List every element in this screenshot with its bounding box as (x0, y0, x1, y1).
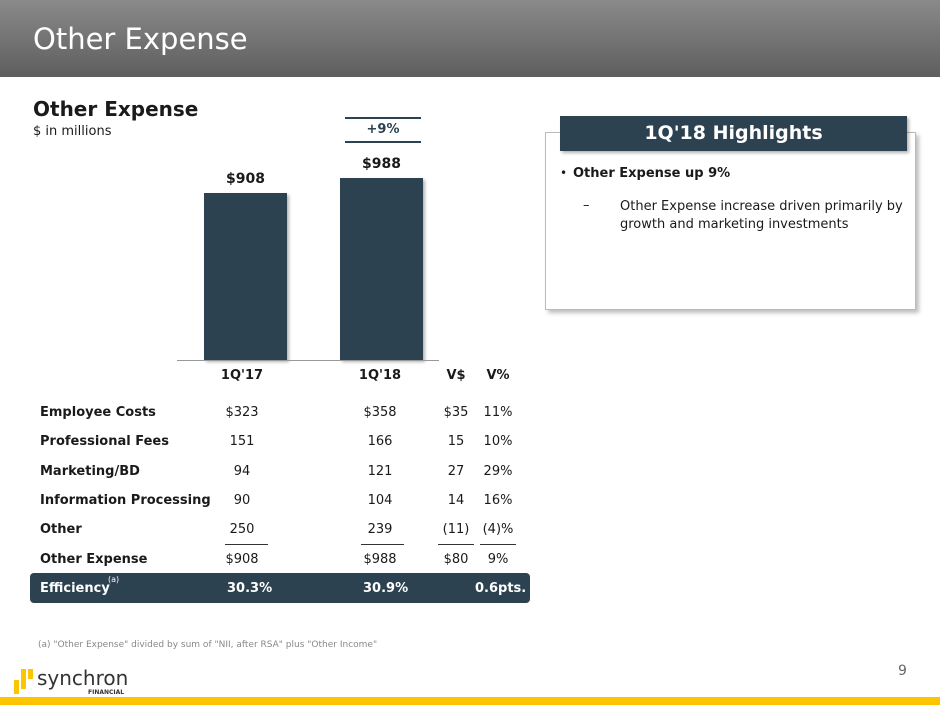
table-cell: 104 (367, 492, 393, 508)
highlight-bullet: Other Expense up 9% (573, 166, 731, 181)
table-cell: $988 (363, 551, 397, 567)
chart-title: Other Expense (33, 97, 199, 121)
footnote: (a) "Other Expense" divided by sum of "N… (38, 640, 378, 650)
synchrony-logo: synchrony FINANCIAL (14, 666, 140, 699)
highlight-sub-bullet: Other Expense increase driven primarily … (620, 199, 903, 232)
table-cell: $35 (443, 405, 469, 420)
table-cell: 151 (229, 434, 255, 450)
efficiency-row: Efficiency (a) 30.3% 30.9% 0.6pts. (30, 573, 530, 603)
table-cell: $323 (225, 405, 259, 420)
table-cell: 14 (447, 492, 465, 508)
page-number: 9 (898, 663, 907, 679)
efficiency-label: Efficiency (40, 581, 110, 596)
underline (438, 544, 474, 545)
table-cell: $908 (225, 551, 259, 567)
row-label: Other Expense (40, 551, 148, 567)
table-cell: 9% (487, 551, 509, 567)
x-axis-line (177, 360, 439, 361)
row-label: Other (40, 522, 82, 538)
dash-icon: – (583, 198, 590, 213)
table-cell: 15 (447, 434, 465, 450)
underline (361, 544, 404, 545)
bar-value-label: $908 (226, 170, 265, 187)
column-header: 1Q'17 (220, 368, 264, 383)
row-label: Employee Costs (40, 405, 156, 420)
efficiency-value: 30.3% (227, 581, 273, 596)
svg-text:FINANCIAL: FINANCIAL (88, 689, 124, 695)
header-bar: Other Expense (0, 0, 940, 77)
table-cell: 239 (367, 522, 393, 538)
table-cell: 16% (483, 492, 513, 508)
table-cell: 250 (229, 522, 255, 538)
table-cell: 29% (483, 463, 513, 479)
bar (204, 192, 287, 360)
bar-value-label: $988 (362, 156, 401, 172)
column-header: V$ (446, 368, 466, 383)
table-cell: 121 (367, 463, 393, 479)
svg-text:synchrony: synchrony (37, 667, 129, 690)
table-cell: (4)% (482, 522, 514, 538)
table-cell: 90 (233, 492, 251, 508)
efficiency-value: 0.6pts. (475, 581, 527, 596)
column-header: V% (486, 368, 510, 383)
column-header: 1Q'18 (358, 368, 402, 383)
bar (340, 178, 423, 360)
slide-title: Other Expense (33, 22, 248, 56)
table-cell: (11) (442, 522, 470, 538)
table-cell: $358 (363, 405, 397, 420)
efficiency-value: 30.9% (363, 581, 409, 596)
table-cell: $80 (443, 551, 469, 567)
highlights-title: 1Q'18 Highlights (560, 116, 907, 151)
table-cell: 10% (483, 434, 513, 450)
brand-stripe (0, 697, 940, 705)
row-label: Information Processing (40, 492, 211, 508)
table-cell: 166 (367, 434, 393, 450)
table-cell: 11% (483, 405, 513, 420)
footnote-mark: (a) (108, 575, 120, 584)
table-cell: 94 (233, 463, 251, 479)
bullet-icon: • (560, 166, 568, 180)
underline (480, 544, 516, 545)
row-label: Professional Fees (40, 434, 169, 450)
chart-subtitle: $ in millions (33, 124, 112, 139)
underline (225, 544, 268, 545)
change-label: +9% (345, 117, 421, 143)
table-cell: 27 (447, 463, 465, 479)
row-label: Marketing/BD (40, 463, 140, 479)
